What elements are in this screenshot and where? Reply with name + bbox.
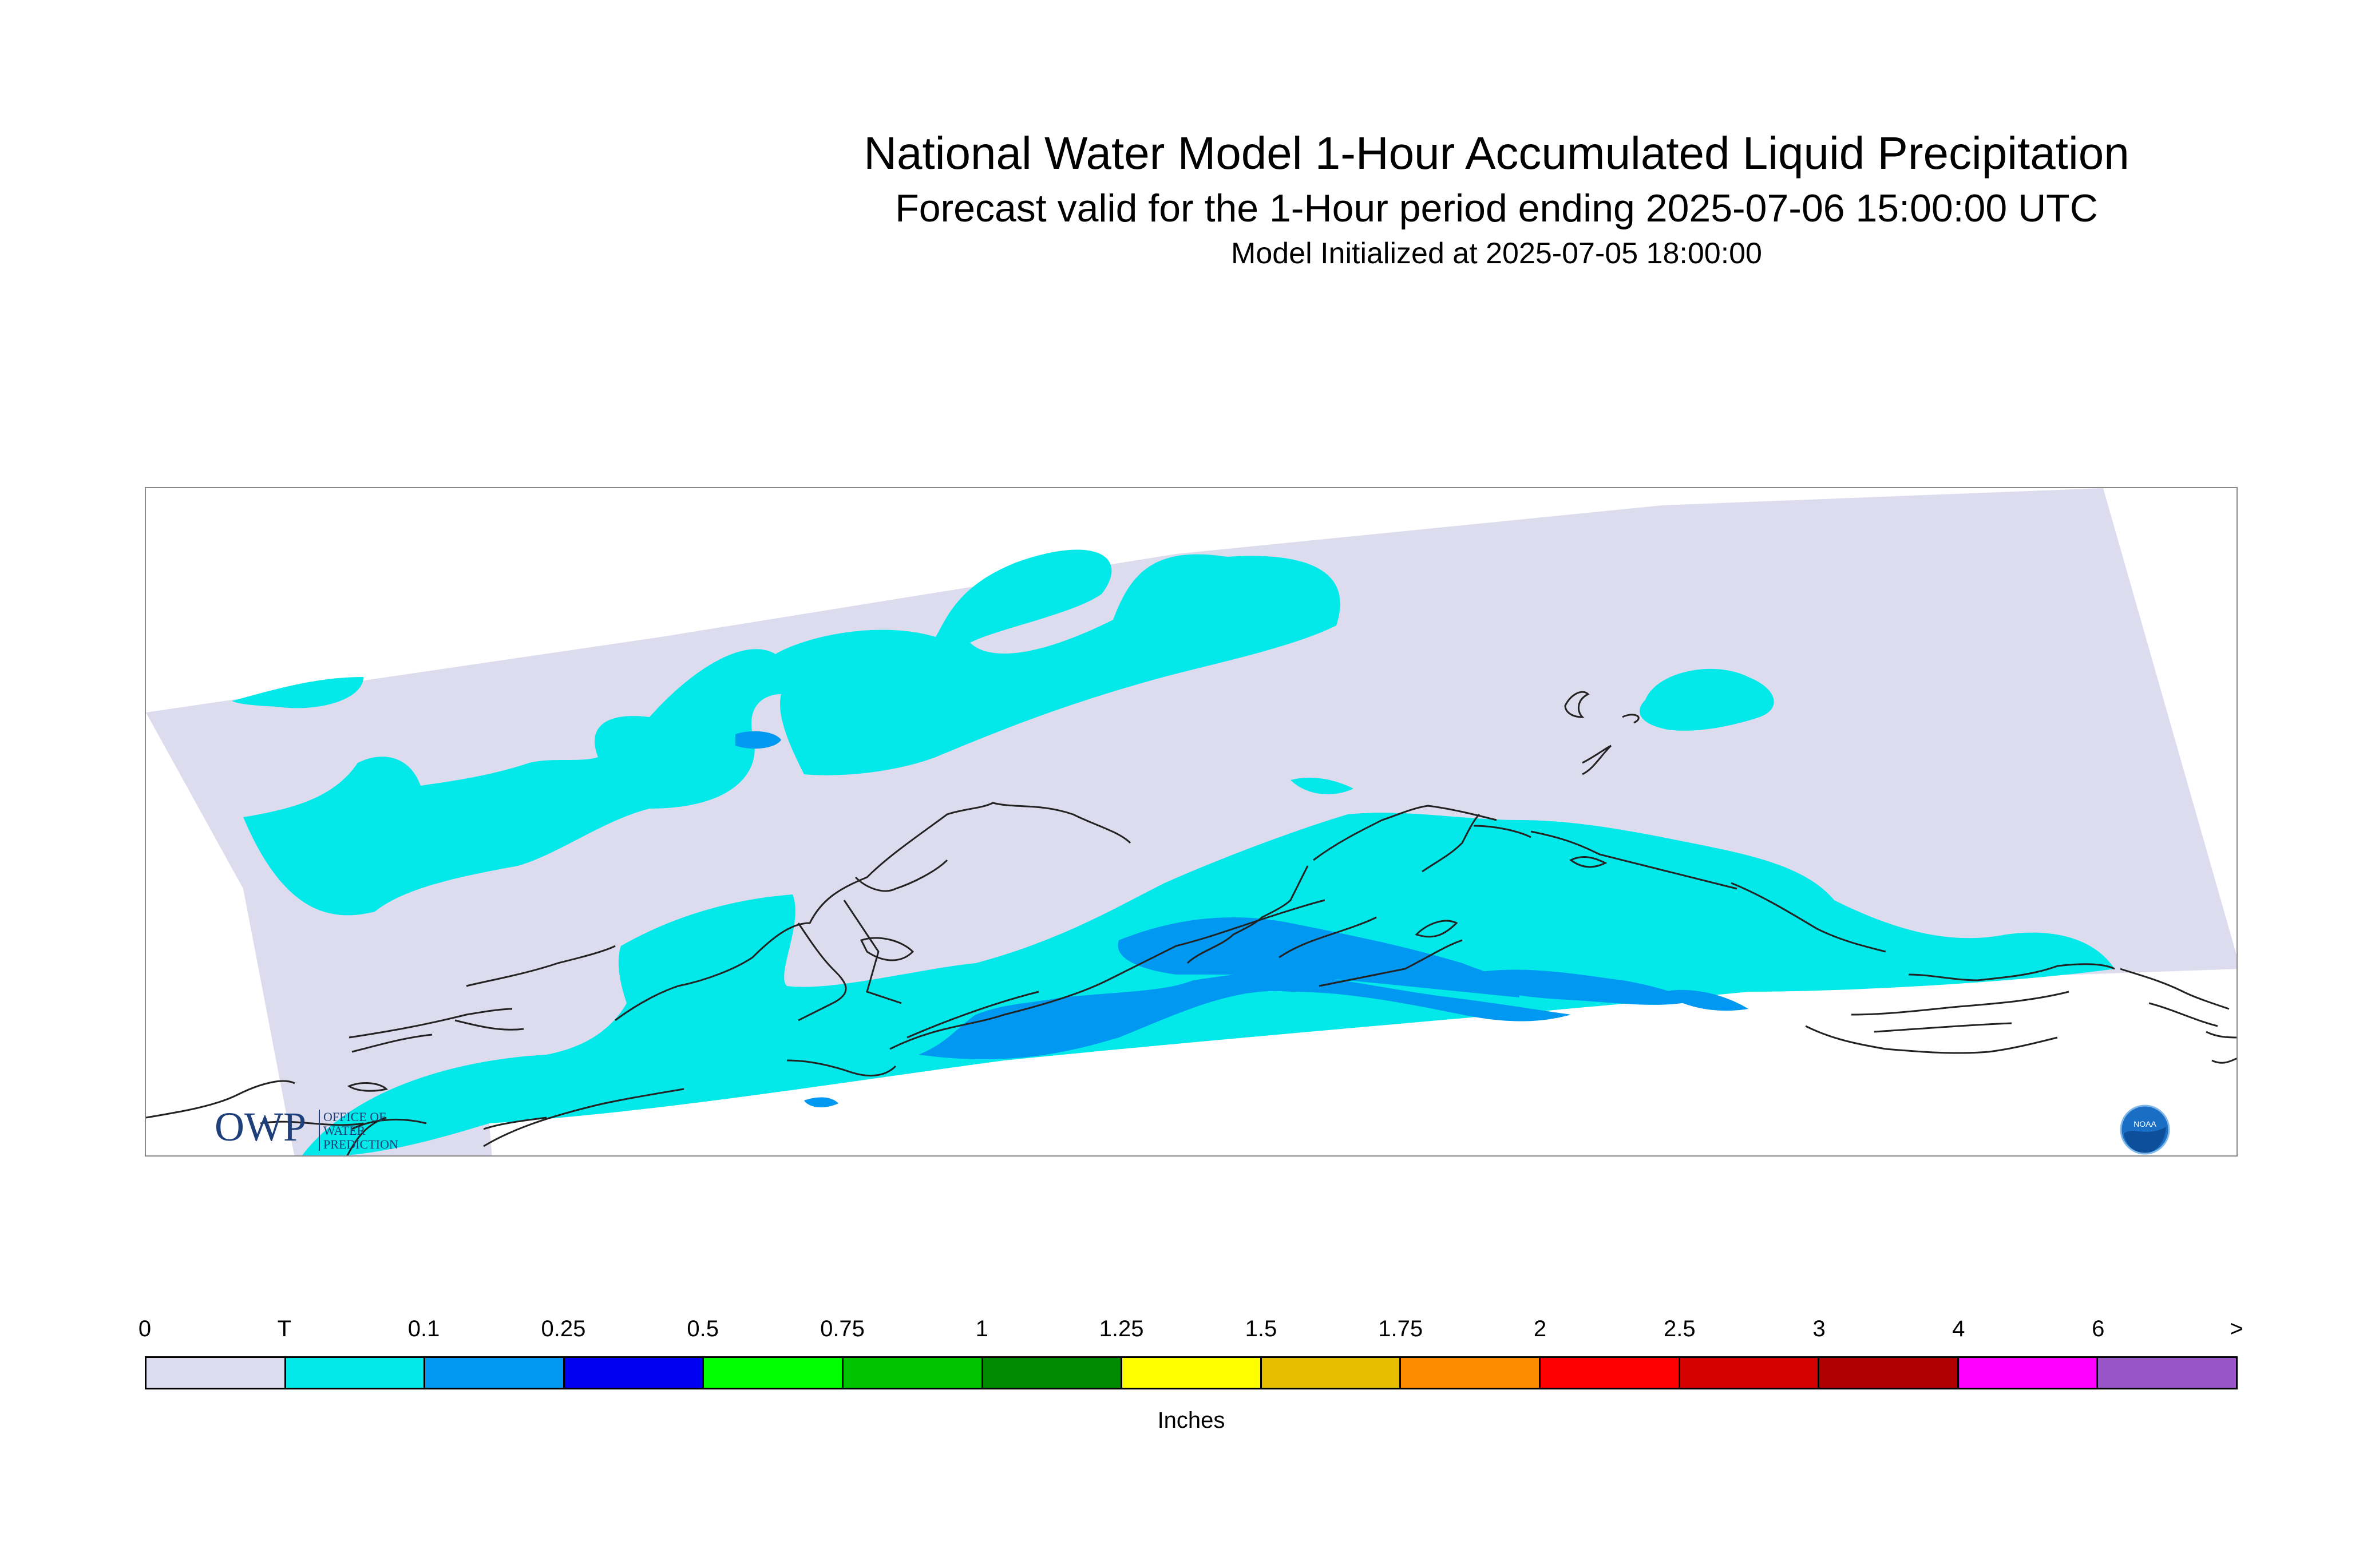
coastline <box>1908 963 2115 981</box>
model-initialized-text: Model Initialized at 2025-07-05 18:00:00 <box>1231 237 1762 270</box>
map-title: National Water Model 1-Hour Accumulated … <box>864 128 2129 179</box>
trace-area <box>1291 777 1353 794</box>
legend-tick-label: 0.25 <box>541 1316 586 1341</box>
coastline <box>146 1080 295 1119</box>
trace-area <box>232 677 363 708</box>
coastline <box>260 1120 364 1126</box>
legend-colorbar <box>145 1356 2238 1389</box>
legend-swatch <box>147 1358 286 1388</box>
legend-swatch <box>1261 1358 1402 1388</box>
coastline <box>347 1082 388 1092</box>
legend-tick-label: 1.5 <box>1245 1316 1277 1341</box>
legend-swatch <box>564 1358 704 1388</box>
coastline <box>1530 830 1737 890</box>
light-area <box>804 1097 838 1107</box>
coastline <box>1569 856 1608 868</box>
light-precip-areas <box>735 731 1748 1107</box>
precipitation-map: OWP OFFICE OF WATER PREDICTION NOAA <box>145 487 2238 1157</box>
legend-tick-label: 0.1 <box>407 1316 440 1341</box>
light-area <box>1462 969 1697 1005</box>
legend-swatch <box>704 1358 844 1388</box>
legend-tick-label: 0 <box>138 1316 152 1341</box>
noaa-logo: NOAA <box>2120 1104 2170 1155</box>
coastline <box>860 937 915 961</box>
noaa-wordmark: NOAA <box>2133 1119 2156 1129</box>
coastline <box>1851 991 2069 1016</box>
trace-area <box>243 549 1340 916</box>
legend-tick-label: 1.25 <box>1099 1316 1144 1341</box>
legend-tick-label: 2 <box>1533 1316 1547 1341</box>
trace-area <box>1640 668 1774 731</box>
legend-swatch <box>1958 1358 2099 1388</box>
coastline <box>2211 1058 2237 1064</box>
legend-swatch <box>1819 1358 1959 1388</box>
light-area <box>1118 917 1519 997</box>
legend-tick-label: 1 <box>975 1316 988 1341</box>
coastline <box>483 1116 547 1130</box>
coastline <box>483 1088 684 1147</box>
legend-tick-label: 0.75 <box>820 1316 865 1341</box>
coastline <box>1564 691 1590 718</box>
coastline <box>1313 805 1497 861</box>
coastline <box>889 899 1325 1050</box>
coastline <box>349 1008 513 1039</box>
owp-mark: OWP <box>215 1105 306 1150</box>
coastline <box>2206 1031 2237 1039</box>
legend-tick-label: T <box>277 1316 292 1341</box>
light-area <box>919 972 1571 1060</box>
owp-text-line2: WATER <box>323 1123 366 1138</box>
legend-swatch <box>1540 1358 1680 1388</box>
map-subtitle: Forecast valid for the 1-Hour period end… <box>895 187 2098 230</box>
legend-tick-label: 0.5 <box>687 1316 719 1341</box>
coastline <box>1805 1025 2058 1054</box>
coastline <box>2120 968 2230 1010</box>
legend-tick-label: 4 <box>1952 1316 1965 1341</box>
coastline <box>454 1019 524 1031</box>
coastline <box>1415 920 1458 938</box>
legend-swatch <box>1122 1358 1262 1388</box>
trace-area <box>621 747 650 755</box>
legend-tick-label: > <box>2230 1316 2243 1341</box>
light-area <box>1662 989 1748 1011</box>
legend-tick-label: 3 <box>1812 1316 1826 1341</box>
coastline <box>1473 825 1531 838</box>
legend-swatch <box>983 1358 1123 1388</box>
coastline <box>797 922 847 1021</box>
coastline <box>346 1116 387 1155</box>
coastline <box>1874 1022 2012 1033</box>
coastline <box>907 991 1039 1039</box>
legend-units: Inches <box>1157 1408 1225 1433</box>
coastline <box>1731 882 1886 953</box>
coastline <box>786 1059 897 1077</box>
coastline <box>1186 865 1309 964</box>
precipitation-legend: 0 T 0.1 0.25 0.5 0.75 1 1.25 1.5 1.75 2 2.5 3 4 6 > Inc… <box>138 1316 2243 1454</box>
legend-tick-label: 2.5 <box>1663 1316 1696 1341</box>
coastline <box>351 1034 433 1053</box>
legend-swatch <box>1680 1358 1820 1388</box>
owp-logo: OWP OFFICE OF WATER PREDICTION <box>215 1105 398 1151</box>
coastline <box>1582 745 1612 775</box>
coastline <box>1622 714 1640 724</box>
legend-swatch <box>843 1358 983 1388</box>
light-area <box>735 731 781 749</box>
coastline <box>1319 939 1463 987</box>
coastline <box>466 945 616 987</box>
legend-tick-label: 1.75 <box>1378 1316 1423 1341</box>
legend-tick-label: 6 <box>2092 1316 2105 1341</box>
legend-swatch <box>425 1358 565 1388</box>
owp-text-line1: OFFICE OF <box>323 1110 386 1124</box>
coastline <box>1422 813 1481 873</box>
owp-text-line3: PREDICTION <box>323 1137 398 1151</box>
legend-swatch <box>286 1358 426 1388</box>
coastline <box>615 802 1131 1021</box>
map-canvas <box>146 488 2237 1155</box>
legend-swatch <box>2098 1358 2236 1388</box>
legend-swatch <box>1401 1358 1541 1388</box>
coastline <box>843 900 902 1004</box>
coastline <box>1278 916 1377 959</box>
coastlines <box>146 691 2237 1155</box>
coastline <box>351 1118 427 1130</box>
coastline <box>854 859 948 892</box>
coastline <box>2148 1002 2218 1027</box>
